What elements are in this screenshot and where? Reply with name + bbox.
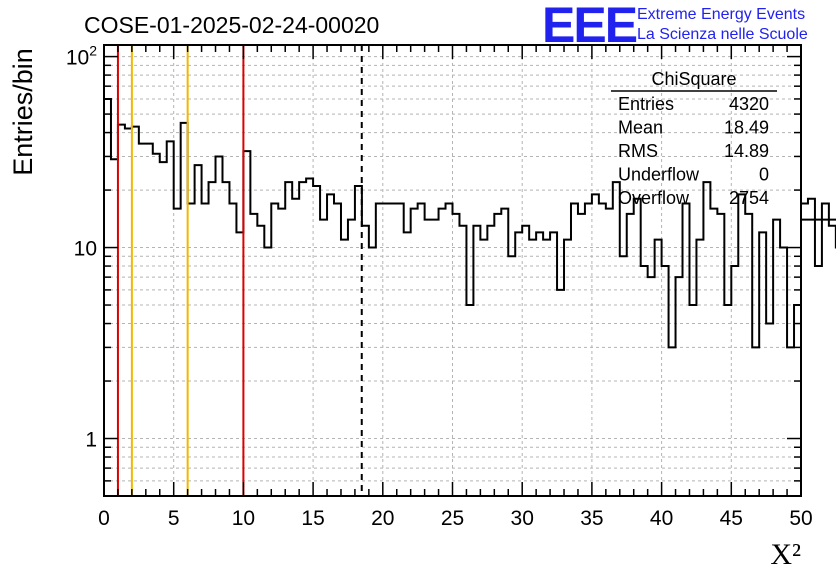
x-tick-label: 5 (168, 507, 180, 530)
stats-row-label: RMS (618, 141, 658, 161)
histogram (104, 97, 836, 349)
x-tick-label: 20 (371, 507, 394, 530)
histogram-outline (104, 97, 836, 349)
x-tick-label: 15 (301, 507, 324, 530)
stats-row-label: Overflow (618, 188, 690, 208)
y-axis-label: Entries/bin (8, 48, 38, 176)
logo-line-2: La Scienza nelle Scuole (637, 26, 808, 43)
reference-lines (116, 45, 363, 496)
stats-row-label: Underflow (618, 165, 700, 185)
stats-rows: Entries 4320 Mean 18.49 RMS 14.89 Underflow 0 Ov… (618, 94, 769, 208)
x-tick-label: 25 (441, 507, 464, 530)
x-tick-label: 10 (232, 507, 255, 530)
eee-logo: EEE Extreme Energy Events La Scienza nel… (542, 0, 808, 53)
stats-row-value: 18.49 (724, 118, 769, 138)
stats-row-label: Mean (618, 118, 663, 138)
x-tick-label: 40 (650, 507, 673, 530)
x-tick-label: 45 (720, 507, 743, 530)
logo-line-1: Extreme Energy Events (637, 6, 805, 23)
stats-title: ChiSquare (651, 69, 736, 89)
stats-box: ChiSquare Entries 4320 Mean 18.49 RMS 14.89 Un… (611, 69, 777, 208)
chart-title: COSE-01-2025-02-24-00020 (84, 12, 379, 38)
x-tick-label: 0 (98, 507, 110, 530)
y-tick-label-exp: 2 (89, 43, 97, 59)
stats-row-value: 2754 (729, 188, 769, 208)
y-tick-label: 102 (66, 43, 97, 70)
y-tick-label-base: 10 (66, 47, 89, 70)
x-tick-label: 35 (580, 507, 603, 530)
stats-row-value: 0 (759, 165, 769, 185)
x-axis-label: X² (770, 538, 801, 571)
y-tick-label: 1 (85, 429, 97, 452)
y-tick-label: 10 (74, 238, 97, 261)
x-tick-label: 50 (789, 507, 812, 530)
stats-row-label: Entries (618, 94, 674, 114)
stats-row-value: 4320 (729, 94, 769, 114)
stats-row-value: 14.89 (724, 141, 769, 161)
x-tick-label: 30 (511, 507, 534, 530)
